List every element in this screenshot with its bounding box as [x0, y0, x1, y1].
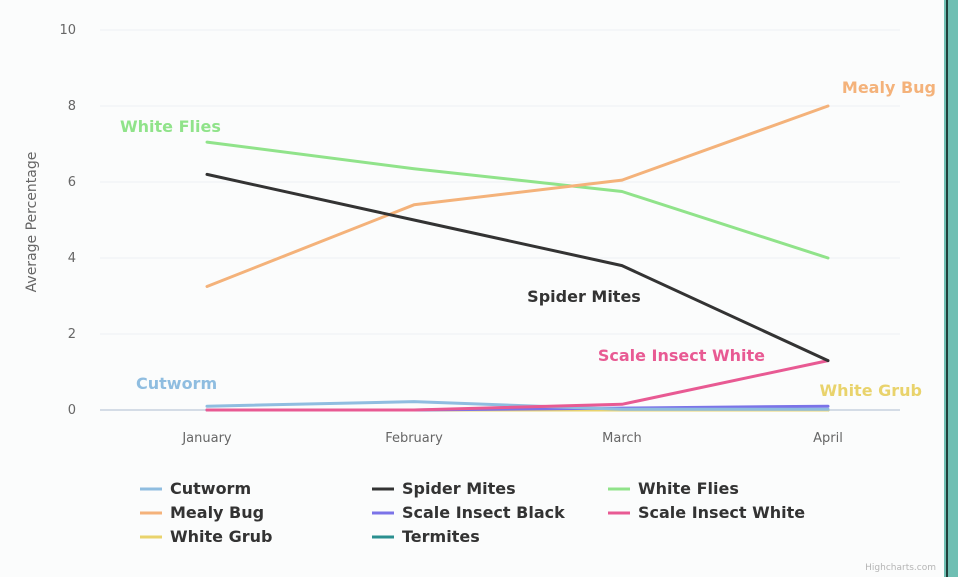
y-axis-title: Average Percentage	[24, 152, 40, 293]
x-tick-label: March	[602, 431, 642, 446]
series-label-spider-mites: Spider Mites	[527, 287, 641, 306]
legend-item-white-grub: White Grub	[170, 527, 272, 546]
window-frame-border	[946, 0, 948, 577]
y-tick-label: 6	[68, 175, 76, 190]
series-line-cutworm	[205, 400, 830, 411]
x-tick-label: February	[385, 431, 443, 446]
series-label-white-grub: White Grub	[820, 381, 922, 400]
y-tick-label: 0	[68, 403, 76, 418]
series-line-mealy-bug	[205, 104, 830, 288]
series-label-white-flies: White Flies	[120, 117, 221, 136]
series-line-spider-mites	[205, 172, 830, 363]
legend-item-spider-mites: Spider Mites	[402, 479, 516, 498]
y-tick-label: 8	[68, 99, 76, 114]
x-tick-label: January	[181, 431, 232, 446]
series-label-scale-insect-white: Scale Insect White	[598, 346, 765, 365]
legend-item-cutworm: Cutworm	[170, 479, 251, 498]
legend-item-termites: Termites	[402, 527, 480, 546]
y-tick-label: 4	[68, 251, 76, 266]
series-line-scale-insect-white	[205, 359, 830, 412]
y-tick-label: 2	[68, 327, 76, 342]
chart-credit: Highcharts.com	[865, 563, 936, 573]
series-label-mealy-bug: Mealy Bug	[842, 78, 936, 97]
series-line-white-flies	[205, 140, 830, 260]
legend-item-mealy-bug: Mealy Bug	[170, 503, 264, 522]
legend-item-white-flies: White Flies	[638, 479, 739, 498]
legend-item-scale-insect-black: Scale Insect Black	[402, 503, 565, 522]
legend-item-scale-insect-white: Scale Insect White	[638, 503, 805, 522]
series-label-cutworm: Cutworm	[136, 374, 217, 393]
y-tick-label: 10	[59, 23, 76, 38]
x-tick-label: April	[813, 431, 843, 446]
